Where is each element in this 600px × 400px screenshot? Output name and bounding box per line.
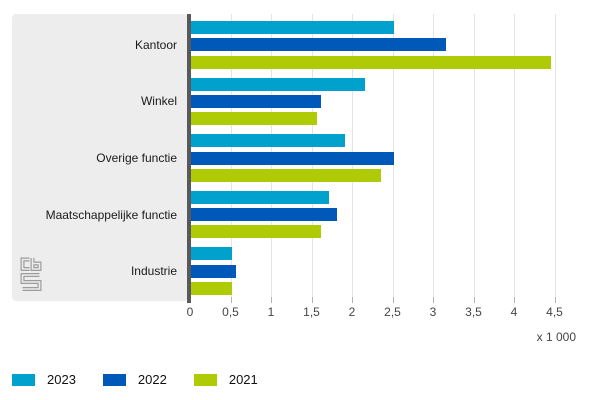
bar-2023: [191, 247, 232, 261]
x-tick-label: 4,5: [546, 305, 563, 319]
x-tick-label: 4: [510, 305, 518, 319]
bar-2022: [191, 264, 236, 278]
axis-tick: [352, 297, 353, 303]
x-tick-label: 0,5: [222, 305, 239, 319]
x-tick-label: 0: [186, 305, 194, 319]
category-label: Winkel: [140, 94, 177, 109]
legend-label: 2022: [137, 372, 167, 387]
cbs-logo: [20, 257, 42, 291]
gridline: [473, 14, 475, 297]
legend-label: 2021: [228, 372, 258, 387]
axis-tick: [473, 297, 475, 303]
legend-item-2023: 2023: [12, 372, 76, 387]
x-axis-unit-label: x 1 000: [536, 330, 576, 344]
bar-2022: [191, 94, 321, 108]
gridline: [514, 14, 515, 297]
legend: 2023 2022 2021: [12, 372, 285, 387]
legend-label: 2023: [47, 372, 76, 387]
x-tick-label: 2,5: [384, 305, 401, 319]
bar-2021: [191, 55, 552, 69]
gridline: [554, 14, 556, 297]
bar-2023: [191, 190, 329, 204]
bar-2022: [191, 208, 337, 222]
category-label: Overige functie: [96, 151, 177, 165]
bar-2023: [191, 134, 345, 148]
bar-2022: [191, 151, 394, 165]
legend-item-2021: 2021: [193, 372, 258, 387]
category-label: Kantoor: [134, 37, 177, 52]
bar-2023: [191, 77, 366, 91]
bar-2023: [191, 21, 394, 34]
legend-swatch-2023: [12, 373, 35, 386]
bar-2022: [191, 38, 447, 52]
axis-tick: [554, 297, 556, 303]
axis-tick: [433, 297, 434, 303]
gridline: [433, 14, 434, 297]
y-axis-line: [187, 14, 191, 303]
x-tick-label: 3: [429, 305, 437, 319]
bar-2021: [191, 168, 382, 182]
bar-chart: 0 0,5 1 1,5 2 2,5 3 3,5 4 4,5 Kantoor Winkel Overig…: [12, 14, 576, 344]
category-label: Maatschappelijke functie: [45, 207, 177, 222]
category-panel: [12, 14, 188, 301]
axis-tick: [311, 297, 313, 303]
legend-item-2022: 2022: [102, 372, 167, 387]
category-label: Industrie: [130, 264, 177, 279]
x-tick-label: 3,5: [465, 305, 482, 319]
x-tick-label: 1,5: [303, 305, 320, 319]
bar-2021: [191, 112, 317, 126]
legend-swatch-2022: [102, 373, 126, 386]
axis-tick: [271, 297, 272, 303]
legend-swatch-2021: [193, 373, 217, 386]
axis-tick: [514, 297, 515, 303]
bar-2021: [191, 225, 321, 239]
axis-tick: [230, 297, 232, 303]
axis-tick: [392, 297, 394, 303]
x-tick-label: 2: [348, 305, 356, 319]
x-tick-label: 1: [267, 305, 275, 319]
bar-2021: [191, 282, 232, 295]
